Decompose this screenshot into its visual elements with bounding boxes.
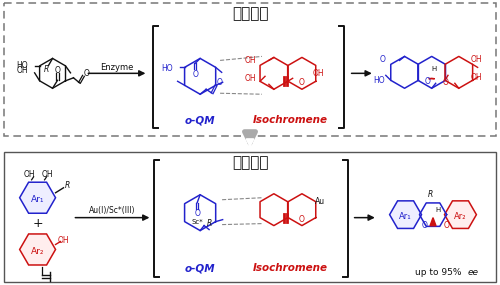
FancyBboxPatch shape <box>4 152 496 282</box>
Polygon shape <box>444 201 476 229</box>
FancyBboxPatch shape <box>4 3 496 136</box>
Text: Ar₂: Ar₂ <box>454 212 466 221</box>
Text: O: O <box>425 77 430 86</box>
Text: 仿生催化: 仿生催化 <box>232 155 268 170</box>
Polygon shape <box>390 201 422 229</box>
Text: Au: Au <box>315 197 325 206</box>
Text: OH: OH <box>244 74 256 83</box>
Text: O: O <box>442 78 448 87</box>
Text: OH: OH <box>17 66 28 75</box>
Text: +: + <box>32 217 43 230</box>
Text: O: O <box>299 78 305 87</box>
Polygon shape <box>428 78 434 79</box>
Text: 生物合成: 生物合成 <box>232 6 268 21</box>
Text: O: O <box>216 78 222 87</box>
Polygon shape <box>20 234 56 265</box>
Text: H: H <box>436 207 440 213</box>
Text: o-QM: o-QM <box>185 115 216 125</box>
Text: OH: OH <box>313 69 324 78</box>
Text: O: O <box>192 70 198 79</box>
Text: Ar₁: Ar₁ <box>400 212 412 221</box>
Text: HO: HO <box>373 76 384 85</box>
Text: OH: OH <box>471 73 482 82</box>
Text: O: O <box>443 221 449 230</box>
Text: O: O <box>84 69 89 78</box>
Text: o-QM: o-QM <box>185 263 216 273</box>
Text: ee: ee <box>468 268 478 277</box>
Polygon shape <box>20 182 56 213</box>
Text: Sc*: Sc* <box>192 219 203 225</box>
Text: H: H <box>431 66 436 72</box>
Text: Au(I)/Sc*(III): Au(I)/Sc*(III) <box>89 206 136 215</box>
Text: OH: OH <box>58 236 70 245</box>
Polygon shape <box>430 218 436 226</box>
Text: O: O <box>380 55 386 64</box>
Text: R: R <box>206 219 212 228</box>
Text: OH: OH <box>471 55 482 64</box>
Text: Isochromene: Isochromene <box>252 115 328 125</box>
Text: Enzyme: Enzyme <box>100 63 133 72</box>
Text: up to 95%: up to 95% <box>415 268 464 277</box>
Text: OH: OH <box>42 170 54 179</box>
Text: O: O <box>194 209 200 218</box>
Text: O: O <box>422 221 428 230</box>
Text: R: R <box>44 65 49 74</box>
Text: O: O <box>54 66 60 75</box>
Text: R: R <box>428 190 432 199</box>
Text: Ar₂: Ar₂ <box>31 247 44 256</box>
Text: HO: HO <box>16 61 28 70</box>
Text: HO: HO <box>161 64 172 73</box>
Text: O: O <box>299 215 305 224</box>
Text: OH: OH <box>24 170 36 179</box>
Text: Isochromene: Isochromene <box>252 263 328 273</box>
Text: OH: OH <box>244 56 256 65</box>
Text: Ar₁: Ar₁ <box>31 195 44 204</box>
Text: R: R <box>65 181 70 190</box>
